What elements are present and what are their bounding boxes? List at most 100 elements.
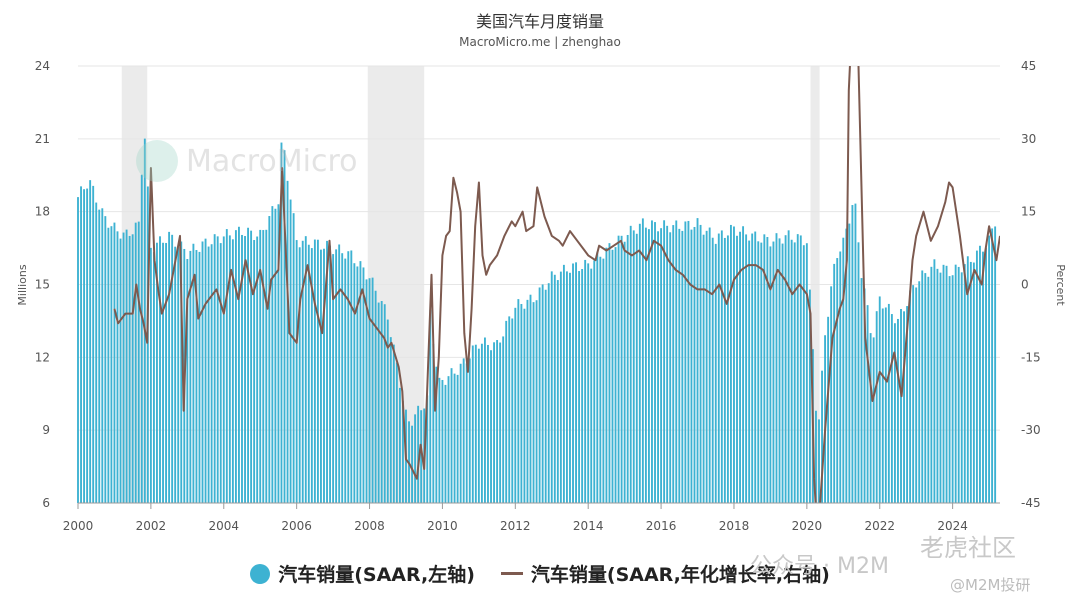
bar — [942, 264, 945, 503]
bar — [951, 275, 954, 503]
bar — [256, 236, 259, 503]
bar — [280, 142, 283, 503]
bar — [903, 311, 905, 503]
bar — [77, 197, 79, 503]
bar — [608, 243, 611, 503]
bar — [234, 230, 237, 503]
bar — [465, 363, 468, 503]
y-right-tick-label: 0 — [1021, 278, 1029, 292]
bar — [162, 242, 164, 503]
bar — [635, 233, 638, 503]
x-tick-label: 2012 — [500, 519, 531, 533]
bar — [313, 239, 316, 504]
bar — [590, 268, 593, 503]
bar — [89, 180, 92, 503]
bar — [353, 263, 356, 503]
bar — [480, 343, 483, 503]
y-right-tick-label: -30 — [1021, 423, 1041, 437]
bar — [332, 254, 335, 503]
bar — [784, 235, 787, 503]
bar — [863, 288, 866, 503]
bar — [957, 266, 960, 503]
bar — [374, 290, 377, 503]
bar — [854, 203, 857, 503]
bar — [444, 384, 447, 503]
y-left-tick-label: 24 — [35, 59, 50, 73]
bar — [101, 208, 104, 503]
bar — [575, 262, 577, 503]
bar — [508, 316, 511, 503]
bar — [268, 216, 271, 503]
bar — [189, 250, 192, 503]
bar — [872, 337, 875, 503]
bar — [262, 230, 265, 503]
bar — [277, 204, 280, 503]
bar — [781, 243, 784, 503]
bar — [435, 366, 438, 503]
bar — [395, 362, 398, 503]
bar — [156, 242, 158, 503]
bar — [192, 243, 195, 503]
y-right-tick-label: 30 — [1021, 132, 1036, 146]
bar — [632, 230, 635, 503]
bar — [323, 248, 325, 503]
bar — [626, 234, 629, 503]
bar — [669, 232, 672, 503]
bar — [799, 235, 802, 503]
bar — [705, 230, 708, 503]
bar — [490, 350, 492, 503]
bar — [657, 231, 659, 504]
legend-item-bars[interactable]: 汽车销量(SAAR,左轴) — [250, 560, 475, 587]
bar — [289, 199, 292, 504]
bar — [696, 218, 699, 504]
bar — [805, 243, 808, 503]
bar — [994, 226, 997, 504]
bar — [484, 337, 486, 503]
bar — [520, 304, 523, 503]
bar — [411, 425, 413, 503]
y-left-axis-label: Millions — [16, 264, 29, 305]
bar — [833, 263, 836, 503]
bar — [584, 259, 587, 503]
bar — [371, 277, 374, 503]
bar — [198, 251, 201, 503]
bar — [684, 221, 687, 503]
legend-item-line[interactable]: 汽车销量(SAAR,年化增长率,右轴) — [500, 560, 830, 587]
bar — [292, 213, 295, 504]
bar — [213, 234, 216, 503]
y-right-tick-label: 45 — [1021, 59, 1036, 73]
bar — [195, 250, 198, 503]
bar — [538, 287, 541, 503]
bar — [699, 224, 702, 503]
bar — [757, 241, 760, 503]
bar — [301, 240, 304, 503]
chart-legend: 汽车销量(SAAR,左轴) 汽车销量(SAAR,年化增长率,右轴) — [0, 560, 1080, 587]
bar — [241, 234, 243, 503]
bar — [587, 263, 590, 503]
legend-label-line: 汽车销量(SAAR,年化增长率,右轴) — [530, 564, 830, 586]
bar — [918, 281, 921, 503]
bar — [447, 376, 450, 503]
bar — [426, 395, 429, 503]
bar — [900, 308, 902, 503]
bar — [149, 247, 152, 503]
bar — [963, 264, 966, 503]
bar — [808, 289, 811, 503]
bar — [906, 306, 909, 503]
bar — [760, 242, 763, 503]
bar — [884, 307, 887, 503]
axes: 24 21 18 15 12 9 6 45 30 15 0 -15 -30 -45 2000 2002 2004… — [16, 59, 1067, 533]
bar — [502, 336, 505, 503]
bar — [131, 234, 134, 503]
bar — [693, 226, 696, 504]
bar — [414, 414, 417, 503]
bar — [186, 258, 189, 503]
bar — [572, 263, 574, 503]
x-tick-label: 2020 — [792, 519, 823, 533]
y-left-tick-label: 6 — [42, 496, 50, 510]
bar — [775, 233, 778, 503]
bar — [168, 231, 171, 503]
bar — [350, 250, 353, 503]
bar — [380, 301, 383, 503]
bar — [307, 244, 310, 503]
